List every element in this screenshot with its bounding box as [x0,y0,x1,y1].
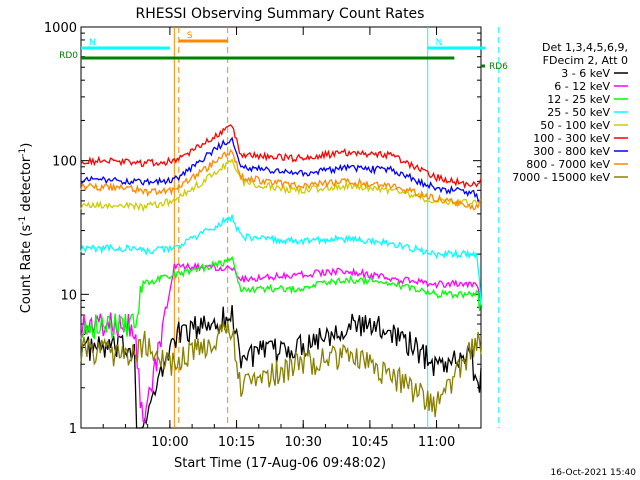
series-line [80,158,482,213]
legend-label: 25 - 50 keV [547,106,610,119]
series-line [80,321,482,418]
flag-label: N [89,38,96,48]
flag-label: RD0 [59,51,78,61]
legend-label: 12 - 25 keV [547,93,610,106]
legend: Det 1,3,4,5,6,9,FDecim 2, Att 03 - 6 keV… [512,41,628,184]
x-tick-label: 10:00 [151,435,188,450]
y-label-sup2: -1 [18,148,28,157]
series-line [80,148,482,211]
series-line [80,262,482,424]
y-tick-label: 1 [69,422,77,437]
y-tick-label: 100 [52,155,77,170]
x-tick-label: 10:45 [351,435,388,450]
x-tick-label: 10:15 [218,435,255,450]
series-line [80,214,482,305]
footer-date: 16-Oct-2021 15:40 [551,468,637,478]
series-line [80,304,482,429]
y-label-end: ) [19,143,34,148]
legend-header: Det 1,3,4,5,6,9, [542,41,628,54]
flag-label: N [436,38,443,48]
legend-label: 7000 - 15000 keV [512,171,610,184]
legend-label: 100 - 300 keV [533,132,610,145]
series-line [80,255,482,340]
legend-label: 3 - 6 keV [561,67,610,80]
flag-label: RD6 [489,62,508,72]
legend-header: FDecim 2, Att 0 [543,54,628,67]
y-label-main: Count Rate (s [19,225,34,314]
y-label-sup1: -1 [18,216,28,225]
x-tick-label: 11:00 [418,435,455,450]
x-axis-label: Start Time (17-Aug-06 09:48:02) [174,456,386,471]
series-line [80,124,482,190]
flag-label: S [187,31,193,41]
legend-label: 6 - 12 keV [554,80,610,93]
series-line [80,136,481,203]
legend-label: 300 - 800 keV [533,145,610,158]
chart-marks: 1 10 100 1000 10:00 10:15 10:30 10:45 11:00 S N N RD… [44,21,508,450]
x-tick-label: 10:30 [284,435,321,450]
chart-title: RHESSI Observing Summary Count Rates [136,6,425,22]
y-tick-label: 1000 [44,21,77,36]
y-tick-label: 10 [60,288,77,303]
y-axis-label: Count Rate (s-1 detector-1) [18,143,34,314]
legend-label: 50 - 100 keV [540,119,610,132]
legend-label: 800 - 7000 keV [526,158,610,171]
y-label-mid: detector [19,156,34,216]
